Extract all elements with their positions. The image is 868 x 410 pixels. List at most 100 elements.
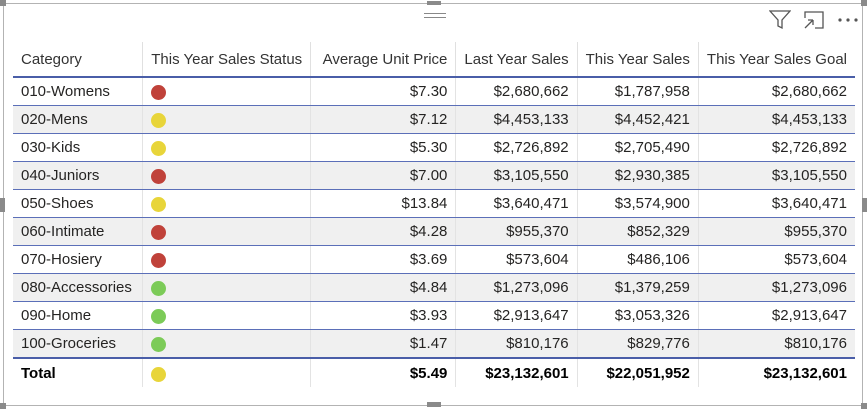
- cell-category: 030-Kids: [13, 133, 143, 162]
- table-row[interactable]: 010-Womens $7.30 $2,680,662 $1,787,958 $2,68…: [13, 77, 855, 106]
- cell-this-year-sales: $2,705,490: [576, 133, 699, 162]
- column-header-this-year-goal[interactable]: This Year Sales Goal: [697, 42, 855, 78]
- cell-category: 040-Juniors: [13, 161, 143, 190]
- cell-status: [142, 217, 311, 246]
- resize-handle-top[interactable]: [427, 1, 441, 5]
- table-row[interactable]: 020-Mens $7.12 $4,453,133 $4,452,421 $4,453,…: [13, 105, 855, 134]
- table-row[interactable]: 060-Intimate $4.28 $955,370 $852,329 $955,37…: [13, 217, 855, 246]
- cell-category: 090-Home: [13, 301, 143, 330]
- cell-this-year-sales: $3,574,900: [576, 189, 699, 218]
- header-row: Category This Year Sales Status Average …: [13, 42, 855, 78]
- table-visual: Category This Year Sales Status Average …: [13, 42, 855, 387]
- cell-last-year-sales: $955,370: [455, 217, 578, 246]
- status-red-icon: [151, 169, 167, 185]
- resize-handle-top-right[interactable]: [861, 0, 867, 6]
- cell-this-year-goal: $810,176: [697, 329, 855, 359]
- cell-status: [142, 189, 311, 218]
- status-green-icon: [151, 281, 167, 297]
- cell-category: 010-Womens: [13, 77, 143, 106]
- focus-mode-icon[interactable]: [802, 8, 826, 32]
- cell-this-year-goal: $3,640,471: [697, 189, 855, 218]
- drag-handle-icon[interactable]: [424, 13, 446, 23]
- cell-avg-unit-price: $5.49: [310, 357, 456, 387]
- cell-last-year-sales: $4,453,133: [455, 105, 578, 134]
- column-header-avg-unit-price[interactable]: Average Unit Price: [310, 42, 456, 78]
- cell-status: [142, 273, 311, 302]
- cell-status: [142, 105, 311, 134]
- table-row[interactable]: 050-Shoes $13.84 $3,640,471 $3,574,900 $3,64…: [13, 189, 855, 218]
- status-yellow-icon: [151, 366, 167, 382]
- status-green-icon: [151, 337, 167, 353]
- cell-avg-unit-price: $7.00: [310, 161, 456, 190]
- cell-avg-unit-price: $5.30: [310, 133, 456, 162]
- cell-this-year-sales: $1,787,958: [576, 77, 699, 106]
- cell-this-year-goal: $4,453,133: [697, 105, 855, 134]
- resize-handle-bottom-left[interactable]: [0, 403, 6, 409]
- cell-this-year-goal: $1,273,096: [697, 273, 855, 302]
- table-row[interactable]: 080-Accessories $4.84 $1,273,096 $1,379,259…: [13, 273, 855, 302]
- cell-this-year-goal: $2,913,647: [697, 301, 855, 330]
- table-row[interactable]: 040-Juniors $7.00 $3,105,550 $2,930,385 $3,1…: [13, 161, 855, 190]
- cell-this-year-goal: $3,105,550: [697, 161, 855, 190]
- cell-this-year-sales: $22,051,952: [576, 357, 699, 387]
- cell-this-year-sales: $2,930,385: [576, 161, 699, 190]
- status-yellow-icon: [151, 197, 167, 213]
- more-options-icon[interactable]: [836, 8, 860, 32]
- cell-this-year-sales: $3,053,326: [576, 301, 699, 330]
- cell-this-year-sales: $4,452,421: [576, 105, 699, 134]
- cell-last-year-sales: $2,913,647: [455, 301, 578, 330]
- resize-handle-bottom[interactable]: [427, 402, 441, 407]
- table-row[interactable]: 090-Home $3.93 $2,913,647 $3,053,326 $2,913,…: [13, 301, 855, 330]
- cell-this-year-goal: $955,370: [697, 217, 855, 246]
- status-yellow-icon: [151, 141, 167, 157]
- cell-category: 050-Shoes: [13, 189, 143, 218]
- status-green-icon: [151, 309, 167, 325]
- column-header-category[interactable]: Category: [13, 42, 143, 78]
- cell-this-year-goal: $23,132,601: [697, 357, 855, 387]
- cell-status: [142, 329, 311, 359]
- status-yellow-icon: [151, 113, 167, 129]
- cell-status: [142, 245, 311, 274]
- column-header-last-year-sales[interactable]: Last Year Sales: [455, 42, 578, 78]
- cell-category: 060-Intimate: [13, 217, 143, 246]
- status-red-icon: [151, 85, 167, 101]
- resize-handle-left[interactable]: [0, 198, 5, 212]
- cell-avg-unit-price: $7.30: [310, 77, 456, 106]
- sales-table: Category This Year Sales Status Average …: [13, 42, 855, 387]
- cell-status: [142, 133, 311, 162]
- cell-this-year-goal: $573,604: [697, 245, 855, 274]
- resize-handle-top-left[interactable]: [0, 0, 6, 6]
- cell-last-year-sales: $2,680,662: [455, 77, 578, 106]
- column-header-status[interactable]: This Year Sales Status: [142, 42, 311, 78]
- cell-category: Total: [13, 357, 143, 387]
- cell-this-year-goal: $2,680,662: [697, 77, 855, 106]
- cell-last-year-sales: $1,273,096: [455, 273, 578, 302]
- cell-this-year-goal: $2,726,892: [697, 133, 855, 162]
- cell-status: [142, 357, 311, 387]
- cell-last-year-sales: $3,640,471: [455, 189, 578, 218]
- total-row[interactable]: Total $5.49 $23,132,601 $22,051,952 $23,132,…: [13, 357, 855, 387]
- cell-this-year-sales: $486,106: [576, 245, 699, 274]
- cell-last-year-sales: $810,176: [455, 329, 578, 359]
- resize-handle-right[interactable]: [862, 198, 867, 212]
- cell-avg-unit-price: $3.93: [310, 301, 456, 330]
- filter-icon[interactable]: [768, 8, 792, 32]
- table-row[interactable]: 030-Kids $5.30 $2,726,892 $2,705,490 $2,726,…: [13, 133, 855, 162]
- visual-header-toolbar: [768, 8, 860, 32]
- table-row[interactable]: 100-Groceries $1.47 $810,176 $829,776 $810,1…: [13, 329, 855, 359]
- cell-last-year-sales: $2,726,892: [455, 133, 578, 162]
- cell-category: 020-Mens: [13, 105, 143, 134]
- cell-category: 070-Hosiery: [13, 245, 143, 274]
- cell-last-year-sales: $573,604: [455, 245, 578, 274]
- cell-category: 100-Groceries: [13, 329, 143, 359]
- column-header-this-year-sales[interactable]: This Year Sales: [576, 42, 699, 78]
- cell-avg-unit-price: $7.12: [310, 105, 456, 134]
- cell-category: 080-Accessories: [13, 273, 143, 302]
- cell-status: [142, 301, 311, 330]
- cell-avg-unit-price: $1.47: [310, 329, 456, 359]
- cell-last-year-sales: $3,105,550: [455, 161, 578, 190]
- cell-this-year-sales: $1,379,259: [576, 273, 699, 302]
- cell-avg-unit-price: $3.69: [310, 245, 456, 274]
- table-row[interactable]: 070-Hosiery $3.69 $573,604 $486,106 $573,604: [13, 245, 855, 274]
- resize-handle-bottom-right[interactable]: [861, 403, 867, 409]
